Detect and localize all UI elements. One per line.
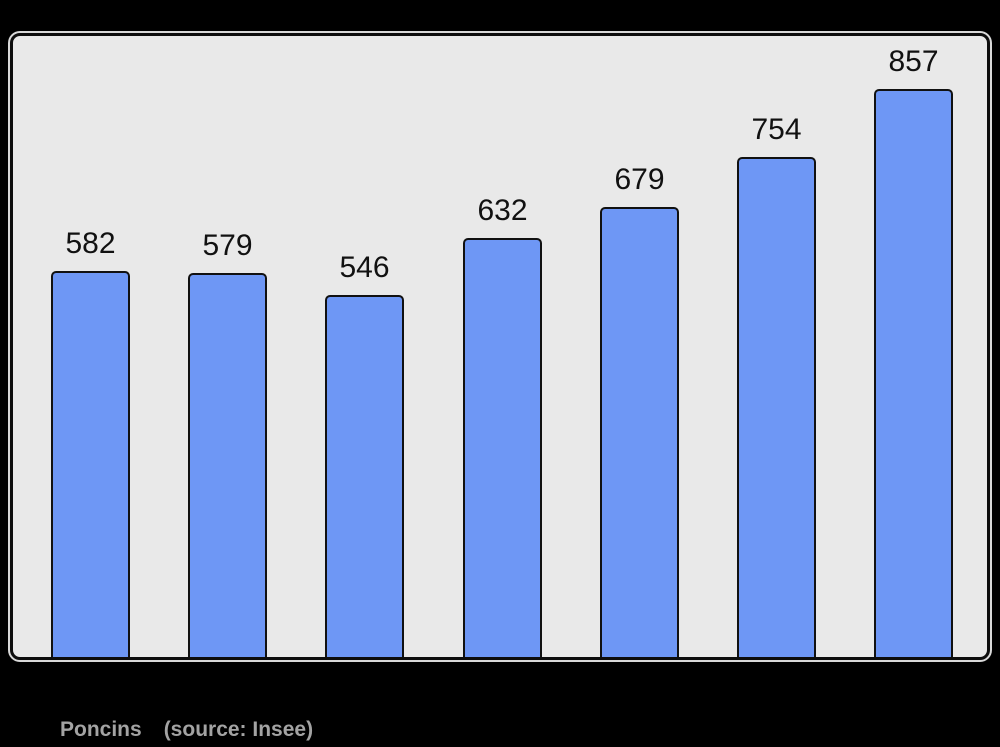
bar-value-label: 679 <box>614 163 665 196</box>
caption-source: (source: Insee) <box>163 718 314 741</box>
bar <box>600 207 679 657</box>
bar <box>463 238 542 657</box>
bar <box>737 157 816 657</box>
bar-value-label: 582 <box>65 227 116 260</box>
bar-value-label: 579 <box>202 229 253 262</box>
caption-commune: Poncins <box>60 718 142 741</box>
bar-value-label: 754 <box>751 113 802 146</box>
bar-value-label: 632 <box>477 194 528 227</box>
chart-caption: Poncins (source: Insee) <box>60 718 313 742</box>
chart-panel: 582 579 546 632 679 754 857 <box>10 33 990 660</box>
bar-value-label: 857 <box>888 45 939 78</box>
bar <box>51 271 130 657</box>
plot-area: 582 579 546 632 679 754 857 <box>13 36 987 657</box>
bar <box>188 273 267 657</box>
bar <box>874 89 953 657</box>
bar <box>325 295 404 657</box>
bar-value-label: 546 <box>339 251 390 284</box>
